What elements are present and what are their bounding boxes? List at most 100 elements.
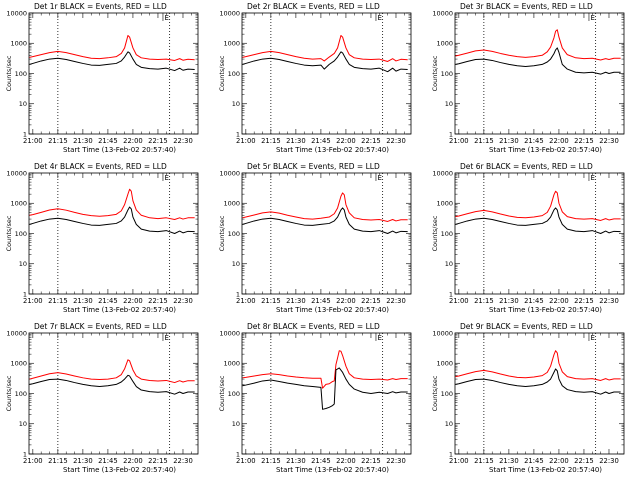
x-tick-label: 21:45 <box>98 137 118 145</box>
y-tick-label: 100 <box>441 230 453 238</box>
detector-panel-5: Det 5r BLACK = Events, RED = LLD 1 10 100 10… <box>213 160 426 320</box>
y-tick-label: 10000 <box>6 9 27 17</box>
y-tick-label: 1000 <box>10 200 27 208</box>
x-tick-label: 21:30 <box>286 297 306 305</box>
detector-panel-6: Det 6r BLACK = Events, RED = LLD 1 10 100 10… <box>426 160 639 320</box>
panel-plot-7: Det 7r BLACK = Events, RED = LLD 1 10 100 10… <box>5 322 199 474</box>
x-tick-label: 21:15 <box>261 137 281 145</box>
panel-title: Det 5r BLACK = Events, RED = LLD <box>247 162 380 171</box>
x-tick-label: 21:00 <box>23 457 43 465</box>
x-axis-label: Start Time (13-Feb-02 20:57:40) <box>276 466 389 474</box>
y-tick-label: 10000 <box>432 169 453 177</box>
panel-title: Det 9r BLACK = Events, RED = LLD <box>460 322 593 331</box>
x-tick-label: 21:30 <box>499 297 519 305</box>
x-tick-label: 22:15 <box>574 457 594 465</box>
lld-series-line <box>242 192 408 222</box>
y-tick-label: 1 <box>23 450 27 458</box>
x-axis-label: Start Time (13-Feb-02 20:57:40) <box>63 306 176 314</box>
panel-plot-6: Det 6r BLACK = Events, RED = LLD 1 10 100 10… <box>431 162 625 314</box>
x-tick-label: 21:30 <box>73 457 93 465</box>
y-tick-label: 1000 <box>10 360 27 368</box>
y-tick-label: 10 <box>19 100 27 108</box>
x-tick-label: 21:45 <box>98 457 118 465</box>
y-tick-label: 1000 <box>223 40 240 48</box>
x-tick-label: 22:00 <box>123 297 143 305</box>
y-axis-label: Counts/sec <box>5 375 13 411</box>
x-tick-label: 21:00 <box>236 457 256 465</box>
x-tick-label: 21:30 <box>286 137 306 145</box>
y-tick-label: 10000 <box>432 9 453 17</box>
y-tick-label: 100 <box>15 230 27 238</box>
x-tick-label: 22:30 <box>599 137 619 145</box>
panel-plot-9: Det 9r BLACK = Events, RED = LLD 1 10 100 10… <box>431 322 625 474</box>
x-tick-label: 21:00 <box>236 137 256 145</box>
lld-series-line <box>29 359 195 384</box>
events-series-line <box>455 368 621 395</box>
panel-plot-4: Det 4r BLACK = Events, RED = LLD 1 10 100 10… <box>5 162 199 314</box>
x-tick-label: 22:15 <box>574 297 594 305</box>
x-tick-label: 21:30 <box>73 137 93 145</box>
marker-label: E <box>377 174 381 182</box>
detector-panel-9: Det 9r BLACK = Events, RED = LLD 1 10 100 10… <box>426 320 639 480</box>
x-tick-label: 21:45 <box>311 297 331 305</box>
panel-title: Det 4r BLACK = Events, RED = LLD <box>34 162 167 171</box>
events-series-line <box>455 47 621 75</box>
panel-plot-5: Det 5r BLACK = Events, RED = LLD 1 10 100 10… <box>218 162 412 314</box>
x-tick-label: 21:00 <box>23 137 43 145</box>
plot-frame <box>241 172 412 295</box>
x-axis-label: Start Time (13-Feb-02 20:57:40) <box>276 146 389 154</box>
y-tick-label: 10 <box>445 100 453 108</box>
y-tick-label: 100 <box>441 390 453 398</box>
x-tick-label: 21:45 <box>311 137 331 145</box>
events-series-line <box>455 207 621 234</box>
y-tick-label: 10 <box>232 100 240 108</box>
panel-title: Det 2r BLACK = Events, RED = LLD <box>247 2 380 11</box>
y-tick-label: 10000 <box>219 9 240 17</box>
x-axis-label: Start Time (13-Feb-02 20:57:40) <box>489 146 602 154</box>
y-tick-label: 100 <box>228 390 240 398</box>
x-tick-label: 22:15 <box>574 137 594 145</box>
y-tick-label: 10000 <box>219 169 240 177</box>
x-tick-label: 22:00 <box>123 137 143 145</box>
marker-label: E <box>590 174 594 182</box>
y-tick-label: 1 <box>449 450 453 458</box>
lld-series-line <box>455 350 621 381</box>
y-tick-label: 1000 <box>223 360 240 368</box>
x-tick-label: 22:30 <box>599 297 619 305</box>
x-tick-label: 22:00 <box>549 137 569 145</box>
x-tick-label: 22:15 <box>361 297 381 305</box>
panel-title: Det 6r BLACK = Events, RED = LLD <box>460 162 593 171</box>
events-series-line <box>29 374 195 395</box>
x-tick-label: 21:45 <box>98 297 118 305</box>
x-tick-label: 22:30 <box>173 297 193 305</box>
x-tick-label: 21:00 <box>23 297 43 305</box>
detector-panel-4: Det 4r BLACK = Events, RED = LLD 1 10 100 10… <box>0 160 213 320</box>
x-tick-label: 21:15 <box>474 297 494 305</box>
y-tick-label: 100 <box>15 70 27 78</box>
x-tick-label: 22:00 <box>336 297 356 305</box>
y-tick-label: 10 <box>19 260 27 268</box>
y-tick-label: 10000 <box>6 329 27 337</box>
x-tick-label: 21:00 <box>449 457 469 465</box>
x-tick-label: 21:30 <box>286 457 306 465</box>
events-series-line <box>242 367 408 410</box>
lld-series-line <box>455 29 621 61</box>
x-tick-label: 21:15 <box>48 297 68 305</box>
marker-label: E <box>590 334 594 342</box>
x-axis-label: Start Time (13-Feb-02 20:57:40) <box>276 306 389 314</box>
x-tick-label: 22:30 <box>173 457 193 465</box>
x-tick-label: 22:15 <box>361 457 381 465</box>
detector-panel-1: Det 1r BLACK = Events, RED = LLD 1 10 100 10… <box>0 0 213 160</box>
y-tick-label: 1000 <box>10 40 27 48</box>
y-tick-label: 100 <box>228 70 240 78</box>
x-tick-label: 21:30 <box>499 457 519 465</box>
x-tick-label: 22:15 <box>361 137 381 145</box>
marker-label: E <box>164 14 168 22</box>
y-axis-label: Counts/sec <box>431 215 439 251</box>
events-series-line <box>242 207 408 234</box>
x-tick-label: 22:30 <box>386 457 406 465</box>
x-tick-label: 22:00 <box>336 137 356 145</box>
x-tick-label: 22:15 <box>148 137 168 145</box>
x-tick-label: 21:15 <box>261 297 281 305</box>
y-tick-label: 1000 <box>436 200 453 208</box>
